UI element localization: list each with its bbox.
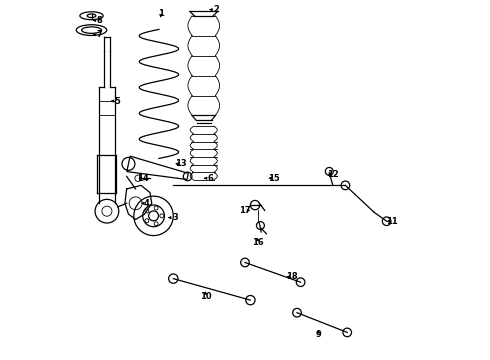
Text: 9: 9 xyxy=(316,330,321,339)
Text: 11: 11 xyxy=(386,217,398,226)
Text: 17: 17 xyxy=(239,206,251,215)
Text: 10: 10 xyxy=(200,292,211,301)
Text: 15: 15 xyxy=(268,174,280,183)
Text: 12: 12 xyxy=(327,170,339,179)
Text: 6: 6 xyxy=(205,174,214,183)
Text: 8: 8 xyxy=(94,16,102,25)
Text: 13: 13 xyxy=(174,159,186,168)
Text: 5: 5 xyxy=(111,96,121,105)
Text: 16: 16 xyxy=(252,238,264,247)
Text: 18: 18 xyxy=(286,272,297,281)
Text: 1: 1 xyxy=(158,9,164,18)
Text: 4: 4 xyxy=(142,199,149,208)
Text: 7: 7 xyxy=(94,30,102,39)
Text: 3: 3 xyxy=(169,213,178,222)
Text: 2: 2 xyxy=(210,5,219,14)
Text: 14: 14 xyxy=(137,174,148,183)
